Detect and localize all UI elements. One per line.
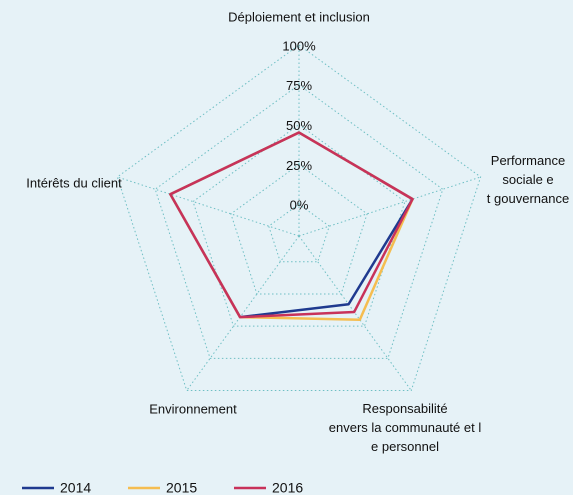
y-tick-label: 100% — [282, 38, 316, 53]
grid-ring — [268, 203, 330, 263]
axis-label-line: e personnel — [371, 439, 439, 454]
series-line — [169, 131, 414, 319]
legend-label: 2016 — [272, 480, 303, 495]
axis-label-line: Responsabilité — [362, 401, 447, 416]
axis-label: Responsabilité envers la communauté et l e… — [329, 401, 482, 454]
grid-ring — [154, 84, 444, 359]
grid-ring — [116, 44, 482, 392]
y-tick-label: 75% — [286, 78, 312, 93]
grid-ring — [192, 123, 406, 327]
y-tick-label: 25% — [286, 158, 312, 173]
axis-label: Environnement — [149, 401, 237, 416]
axis-label: Déploiement et inclusion — [228, 9, 370, 24]
axis-label-line: Performance — [491, 153, 565, 168]
axis-label-line: envers la communauté et l — [329, 420, 482, 435]
axis-label-line: t gouvernance — [487, 191, 569, 206]
axis-label: Performance sociale e t gouvernance — [487, 153, 569, 206]
legend-label: 2015 — [166, 480, 197, 495]
grid-spoke — [117, 176, 300, 237]
y-tick-label: 0% — [290, 198, 309, 213]
axis-label: Intérêts du client — [26, 175, 122, 190]
axis-label-line: sociale e — [502, 172, 553, 187]
y-tick-label: 50% — [286, 118, 312, 133]
legend-label: 2014 — [60, 480, 91, 495]
